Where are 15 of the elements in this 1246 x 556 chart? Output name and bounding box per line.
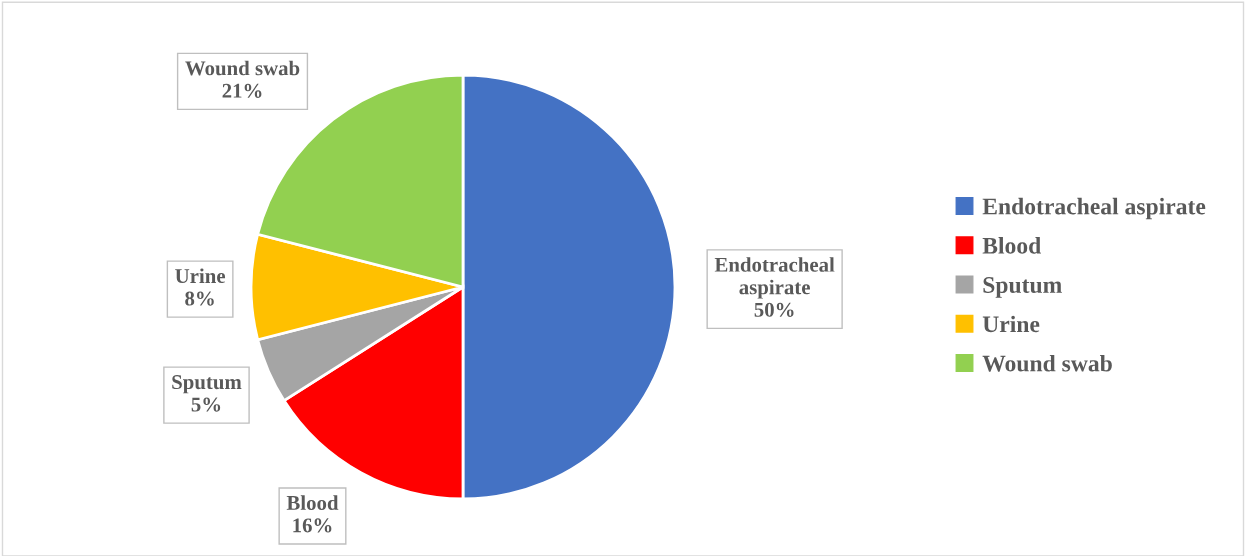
slice-label: Urine	[175, 268, 226, 284]
slice-label: Endotracheal aspirate	[714, 257, 835, 299]
slice-label: Sputum	[172, 375, 242, 394]
data-label: 8%	[185, 291, 214, 306]
slice-label: Blood	[286, 495, 339, 510]
data-label: 5%	[191, 397, 221, 412]
data-label: 21%	[222, 83, 262, 98]
data-label: 16%	[293, 518, 332, 533]
legend-label: Urine	[982, 315, 1040, 333]
slice-label: Wound swab	[185, 60, 300, 76]
legend-label: Endotracheal aspirate	[982, 197, 1206, 220]
legend-label: Sputum	[983, 277, 1062, 298]
legend-label: Blood	[982, 237, 1042, 254]
data-label: 50%	[754, 302, 794, 317]
legend-label: Wound swab	[982, 354, 1112, 372]
